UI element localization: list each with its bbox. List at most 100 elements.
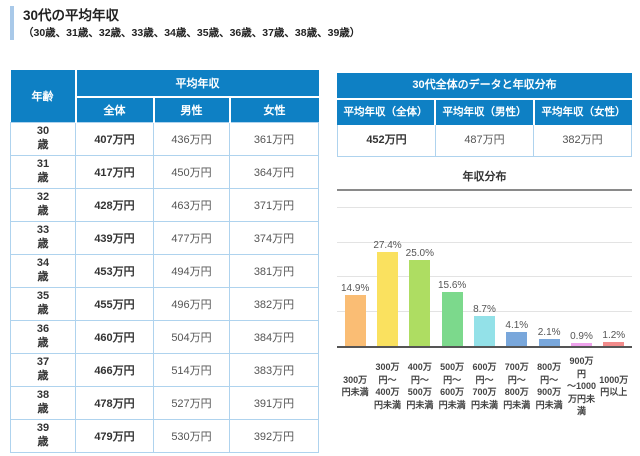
chart-bar-slot: 15.6% [436,191,468,346]
female-income-cell: 391万円 [229,385,319,420]
age-cell: 39 歳 [10,418,76,453]
chart-bar-slot: 27.4% [371,191,403,346]
bar-value-label: 8.7% [473,304,496,316]
table-header-row-1: 年齢 平均年収 [10,70,319,122]
overall-income-cell: 460万円 [75,319,154,354]
summary-value-row: 452万円 487万円 382万円 [337,125,632,157]
female-income-cell: 371万円 [229,187,319,222]
female-income-cell: 392万円 [229,418,319,453]
overall-income-cell: 466万円 [75,352,154,387]
table-row: 31 歳 417万円 450万円 364万円 [10,154,319,189]
summary-header-overall: 平均年収（全体） [337,100,434,125]
age-cell: 30 歳 [10,121,76,156]
chart-category-label: 300万 円未満 [341,374,369,398]
male-income-cell: 494万円 [153,253,230,288]
overall-income-cell: 428万円 [75,187,154,222]
chart-bar [538,338,560,346]
age-cell: 35 歳 [10,286,76,321]
table-row: 32 歳 428万円 463万円 371万円 [10,187,319,222]
chart-bar-slot: 25.0% [404,191,436,346]
age-cell: 37 歳 [10,352,76,387]
overall-income-cell: 479万円 [75,418,154,453]
chart-plot-bars: 14.9% 27.4% 25.0% 15.6% 8.7% 4.1% 2.1% 0.9% 1.2% [337,191,632,346]
male-income-cell: 496万円 [153,286,230,321]
bar-value-label: 2.1% [537,326,561,338]
male-income-cell: 463万円 [153,187,230,222]
bar-value-label: 27.4% [373,239,402,251]
table-row: 34 歳 453万円 494万円 381万円 [10,253,319,288]
male-income-cell: 514万円 [153,352,230,387]
chart-gridline [337,241,632,243]
chart-title: 年収分布 [462,171,507,183]
chart-bar-slot: 1.2% [598,191,630,346]
chart-bar-slot: 8.7% [468,191,500,346]
chart-bar [441,292,463,346]
bar-value-label: 1.2% [602,329,626,341]
summary-panel: 30代全体のデータと年収分布 平均年収（全体） 平均年収（男性） 平均年収（女性… [337,73,632,157]
chart-bar-slot: 0.9% [565,191,597,346]
summary-panel-title: 30代全体のデータと年収分布 [337,73,632,98]
col-header-age: 年齢 [10,70,77,122]
chart-gridline [337,276,632,278]
female-income-cell: 381万円 [229,253,319,288]
bar-value-label: 15.6% [437,280,467,292]
chart-category-label: 800万 円～ 900万 円未満 [535,362,563,411]
col-header-avg-income: 平均年収 [75,70,319,98]
chart-bar [376,251,398,346]
chart-category-label: 900万円 ～1000 万円未 満 [566,356,596,417]
age-income-table: 年齢 平均年収 全体 男性 女性 30 歳 407万円 436万円 361万円 … [10,70,319,453]
chart-category-label: 400万 円～ 500万 円未満 [406,362,434,411]
chart-category-label: 300万 円～ 400万 円未満 [373,362,401,411]
table-row: 36 歳 460万円 504万円 384万円 [10,319,319,354]
chart-bar [473,316,495,346]
age-cell: 38 歳 [10,385,76,420]
chart-bar [570,342,592,346]
table-row: 38 歳 478万円 527万円 391万円 [10,385,319,420]
chart-category-label: 1000万 円以上 [599,374,629,398]
chart-plot: 14.9% 27.4% 25.0% 15.6% 8.7% 4.1% 2.1% 0.9% 1.2% [337,189,632,348]
summary-header-row: 平均年収（全体） 平均年収（男性） 平均年収（女性） [337,100,632,125]
male-income-cell: 436万円 [153,121,230,156]
male-income-cell: 530万円 [153,418,230,453]
bar-value-label: 0.9% [570,330,593,342]
col-header-female: 女性 [229,97,319,122]
male-income-cell: 504万円 [153,319,230,354]
summary-header-male: 平均年収（男性） [436,100,533,125]
page-title-block: 30代の平均年収 （30歳、31歳、32歳、33歳、34歳、35歳、36歳、37… [10,6,361,41]
chart-bar-slot: 2.1% [533,191,565,346]
bar-value-label: 25.0% [405,247,434,259]
summary-value-female: 382万円 [562,134,603,146]
overall-income-cell: 453万円 [75,253,154,288]
table-header-row-2: 全体 男性 女性 [11,97,319,122]
summary-value-overall: 452万円 [338,125,436,156]
chart-bar [344,294,366,346]
col-header-male: 男性 [153,97,231,122]
chart-category-label: 700万 円～ 800万 円未満 [503,362,531,411]
overall-income-cell: 407万円 [75,121,154,156]
male-income-cell: 477万円 [153,220,230,255]
chart-category-label: 600万 円～ 700万 円未満 [470,362,498,411]
female-income-cell: 361万円 [229,121,319,156]
page-title: 30代の平均年収 [23,8,120,23]
bar-value-label: 14.9% [340,282,370,294]
age-cell: 32 歳 [10,187,76,222]
table-row: 39 歳 479万円 530万円 392万円 [10,418,319,453]
overall-income-cell: 439万円 [75,220,154,255]
page-subtitle: （30歳、31歳、32歳、33歳、34歳、35歳、36歳、37歳、38歳、39歳… [23,26,361,39]
female-income-cell: 384万円 [229,319,319,354]
female-income-cell: 383万円 [229,352,319,387]
chart-gridline [337,310,632,312]
age-cell: 36 歳 [10,319,76,354]
income-distribution-chart: 14.9% 27.4% 25.0% 15.6% 8.7% 4.1% 2.1% 0.9% 1.2%… [337,189,632,418]
chart-bar [409,259,431,346]
chart-bar [506,331,528,346]
summary-value-male: 487万円 [436,125,534,156]
chart-categories: 300万 円未満 300万 円～ 400万 円未満 400万 円～ 500万 円未満… [337,355,632,418]
chart-bar [603,341,625,346]
female-income-cell: 374万円 [229,220,319,255]
age-cell: 34 歳 [10,253,76,288]
chart-bar-slot: 14.9% [339,191,371,346]
age-cell: 33 歳 [10,220,76,255]
chart-category-label: 500万 円～ 600万 円未満 [438,362,466,411]
male-income-cell: 450万円 [153,154,230,189]
